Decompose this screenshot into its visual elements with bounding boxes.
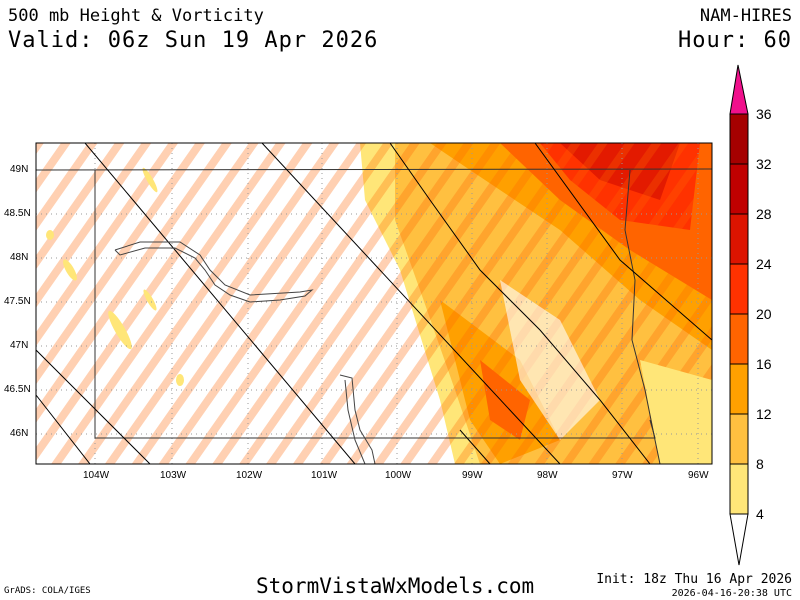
lat-label: 46.5N [4,384,31,395]
generated-timestamp: 2026-04-16-20:38 UTC [671,588,792,599]
colorbar-label: 4 [756,506,764,522]
lon-label: 96W [688,470,709,481]
colorbar-label: 12 [756,406,772,422]
lat-label: 46N [10,428,29,439]
lat-label: 48N [10,252,29,263]
lat-label: 49N [10,164,29,175]
lon-label: 100W [385,470,412,481]
lon-label: 103W [160,470,187,481]
grads-credit: GrADS: COLA/IGES [4,586,91,596]
lon-label: 97W [612,470,633,481]
lon-label: 104W [83,470,110,481]
lat-label: 47N [10,340,29,351]
init-time: Init: 18z Thu 16 Apr 2026 [596,572,792,587]
colorbar-label: 16 [756,356,772,372]
site-watermark: StormVistaWxModels.com [256,574,535,598]
valid-time: Valid: 06z Sun 19 Apr 2026 [8,28,379,53]
vorticity-shading [36,143,712,464]
colorbar-label: 24 [756,256,772,272]
colorbar-label: 20 [756,306,772,322]
forecast-hour: Hour: 60 [678,28,792,53]
colorbar-label: 8 [756,456,764,472]
lat-label: 47.5N [4,296,31,307]
lat-label: 48.5N [4,208,31,219]
map-title: 500 mb Height & Vorticity [8,6,264,26]
lon-label: 98W [537,470,558,481]
colorbar-label: 36 [756,106,772,122]
lon-label: 102W [236,470,263,481]
lon-label: 99W [462,470,483,481]
model-name: NAM-HIRES [699,6,792,26]
colorbar-label: 32 [756,156,772,172]
lon-label: 101W [311,470,338,481]
colorbar-label: 28 [756,206,772,222]
boundaries-and-contours [36,143,712,464]
colorbar [729,64,749,566]
